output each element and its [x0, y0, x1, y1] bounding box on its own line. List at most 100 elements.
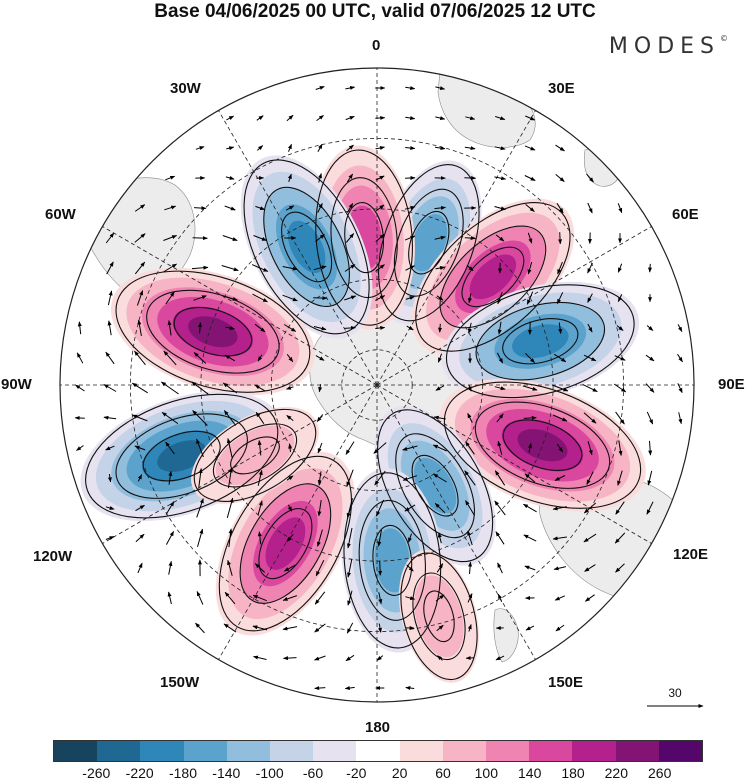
- brand-logo: MODES©: [609, 34, 728, 59]
- wind-arrow: [438, 323, 443, 333]
- wind-arrow: [226, 438, 233, 458]
- wind-arrow: [375, 264, 385, 272]
- wind-arrow: [587, 202, 593, 214]
- contour-line: [461, 246, 525, 308]
- wind-arrow: [315, 234, 325, 242]
- wind-arrow: [524, 565, 536, 571]
- wind-arrow: [165, 501, 175, 515]
- colorbar-labels: -260 -220 -180 -140 -100 -60 -20 20 60 100 140 180 2…: [53, 765, 703, 783]
- wind-arrow: [253, 235, 267, 241]
- wind-arrow: [497, 440, 503, 455]
- wind-arrow: [524, 145, 536, 151]
- wind-arrow: [583, 502, 597, 514]
- wind-arrow: [468, 293, 472, 304]
- wind-arrow: [378, 592, 383, 605]
- wind-arrow: [255, 205, 266, 211]
- wind-arrow: [525, 204, 535, 212]
- wind-arrow: [167, 320, 172, 336]
- wind-arrow: [648, 263, 653, 273]
- wind-arrow: [523, 534, 537, 542]
- colorbar: [53, 740, 703, 762]
- contour-line: [475, 302, 606, 381]
- wind-arrow: [193, 295, 207, 301]
- wind-arrow: [677, 324, 683, 333]
- colorbar-segment: [486, 741, 530, 761]
- lon-label-150e: 150E: [548, 674, 584, 691]
- wind-arrow: [525, 115, 536, 121]
- colorbar-label: -220: [125, 765, 154, 781]
- wind-arrow: [645, 354, 655, 362]
- wind-arrow: [646, 501, 654, 515]
- contour-line: [330, 177, 398, 299]
- wind-arrow: [286, 385, 294, 390]
- wind-arrow: [615, 411, 625, 425]
- wind-arrow: [198, 468, 203, 488]
- wind-arrow: [496, 352, 504, 364]
- wind-arrow: [346, 527, 353, 549]
- wind-arrow: [528, 443, 532, 453]
- lon-label-0: 0: [372, 37, 381, 54]
- wind-arrow: [135, 504, 145, 512]
- wind-arrow: [587, 262, 593, 274]
- wind-arrow: [226, 146, 235, 151]
- wind-arrow: [587, 441, 593, 456]
- wind-arrow: [375, 295, 386, 301]
- wind-arrow: [404, 235, 416, 241]
- wind-arrow: [522, 385, 538, 391]
- wind-arrow: [616, 325, 624, 331]
- wind-arrow: [106, 261, 114, 275]
- wind-arrow: [313, 326, 327, 331]
- wind-arrow: [257, 469, 263, 486]
- wind-arrow: [167, 591, 172, 605]
- wind-arrow: [282, 626, 298, 631]
- wind-arrow: [287, 504, 293, 512]
- wind-arrow: [556, 202, 564, 214]
- wind-arrow: [254, 323, 266, 333]
- wind-arrow: [131, 382, 148, 394]
- wind-arrow: [317, 442, 323, 454]
- wind-arrow: [467, 624, 472, 632]
- wind-arrow: [223, 410, 237, 426]
- wind-arrow: [558, 322, 563, 334]
- map-border: [59, 67, 695, 703]
- lon-label-120e: 120E: [673, 546, 709, 563]
- colorbar-label: 60: [435, 765, 451, 781]
- wind-arrow: [345, 86, 356, 90]
- wind-arrow: [134, 233, 146, 243]
- wind-arrow: [677, 383, 683, 394]
- wind-arrow: [377, 529, 382, 547]
- wind-arrow: [645, 383, 655, 393]
- wind-arrow: [405, 296, 415, 300]
- colorbar-label: 180: [561, 765, 585, 781]
- wind-arrow: [134, 350, 146, 366]
- colorbar-segment: [140, 741, 184, 761]
- meridian-line: [376, 226, 652, 386]
- colorbar-segment: [183, 741, 227, 761]
- wind-arrow: [163, 263, 178, 273]
- reference-vector-label: 30: [668, 686, 682, 700]
- colorbar-segment: [399, 741, 443, 761]
- wind-arrow: [252, 625, 268, 631]
- wind-arrow: [285, 205, 295, 211]
- wind-arrow: [224, 591, 236, 605]
- wind-arrow: [465, 441, 475, 455]
- wind-arrow: [346, 469, 354, 487]
- colorbar-label: 140: [518, 765, 542, 781]
- wind-arrow: [614, 532, 626, 544]
- colorbar-segment: [529, 741, 573, 761]
- wind-arrow: [437, 655, 443, 661]
- wind-arrow: [466, 264, 474, 272]
- wind-arrow: [435, 86, 446, 90]
- wind-arrow: [168, 470, 173, 485]
- wind-arrow: [132, 414, 148, 422]
- wind-arrow: [345, 233, 355, 243]
- wind-arrow: [283, 564, 296, 572]
- contour-line: [372, 524, 413, 596]
- wind-arrow: [253, 655, 267, 660]
- wind-arrow: [467, 384, 472, 392]
- wind-arrow: [375, 175, 385, 181]
- wind-arrow: [433, 415, 446, 420]
- wind-arrow: [551, 384, 569, 392]
- anomaly-center-3: [411, 198, 575, 356]
- lon-label-60w: 60W: [45, 206, 76, 223]
